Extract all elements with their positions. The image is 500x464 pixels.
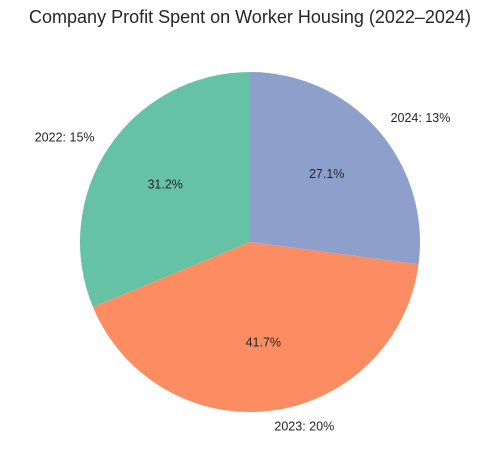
slice-label-1: 2022: 15% [35,130,95,144]
pie-slices [79,71,421,413]
slice-label-3: 2024: 13% [391,111,451,125]
chart-title: Company Profit Spent on Worker Housing (… [29,7,471,27]
pie-labels: 2022: 15% 31.2% 2023: 20% 41.7% 2024: 13% 27.… [35,111,451,434]
pie-slice-3 [250,71,421,265]
percent-label-2: 41.7% [246,335,281,349]
slice-label-2: 2023: 20% [274,420,334,434]
pie-slice-1 [79,72,250,308]
pie-slice-2 [92,242,419,413]
percent-label-3: 27.1% [309,167,344,181]
percent-label-1: 31.2% [147,178,182,192]
